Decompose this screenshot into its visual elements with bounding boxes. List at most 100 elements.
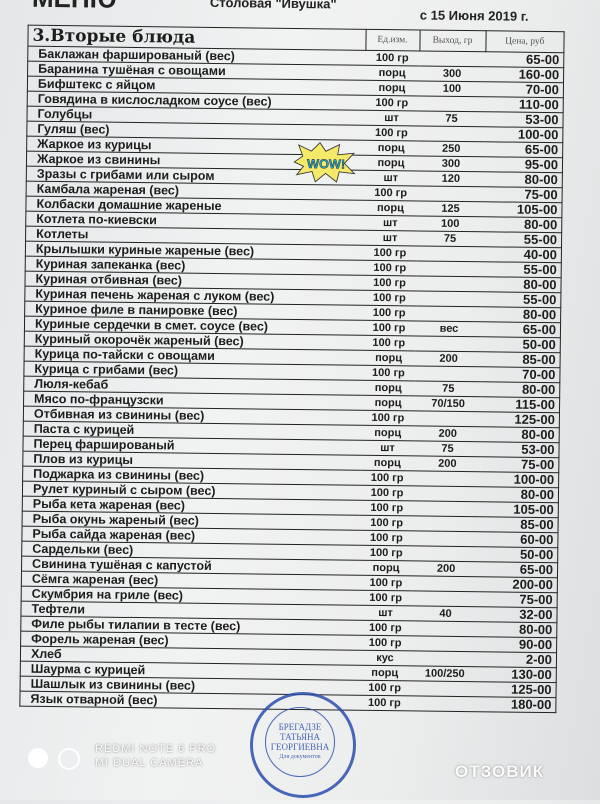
dish-yield — [415, 365, 482, 382]
dish-yield — [411, 650, 479, 667]
dish-unit: 100 гр — [362, 245, 418, 261]
dish-price: 105-00 — [479, 502, 559, 518]
dish-price: 50-00 — [479, 547, 558, 563]
dish-price: 55-00 — [482, 292, 561, 308]
dish-price: 55-00 — [482, 232, 562, 248]
dish-unit: шт — [363, 215, 418, 231]
dish-yield: 70/150 — [414, 395, 482, 412]
dish-price: 80-00 — [482, 307, 561, 323]
wow-sticker-icon: WOW! — [293, 142, 356, 183]
dish-yield: 100 — [418, 80, 486, 97]
dish-price: 55-00 — [482, 262, 562, 278]
dish-unit: 100 гр — [358, 575, 413, 591]
menu-heading: МЕНЮ — [32, 0, 117, 15]
dish-price: 65-00 — [485, 52, 564, 68]
dish-unit: 100 гр — [364, 125, 419, 141]
dish-price: 105-00 — [483, 202, 563, 218]
dish-yield — [411, 695, 478, 712]
dish-yield — [416, 245, 483, 262]
dish-price: 53-00 — [480, 442, 560, 458]
dish-price: 125-00 — [477, 682, 557, 698]
dish-unit: порц — [360, 395, 416, 411]
dish-yield — [416, 290, 483, 307]
dish-price: 75-00 — [480, 457, 559, 473]
dish-unit: 100 гр — [362, 305, 417, 321]
dish-yield: вес — [415, 320, 483, 337]
dish-price: 80-00 — [482, 277, 562, 293]
dish-unit: 100 гр — [357, 695, 412, 711]
camera-ring-icon — [58, 748, 80, 770]
dish-unit: 100 гр — [359, 485, 415, 501]
menu-table: 3.Вторые блюда Ед.изм. Выход, гр Цена, р… — [19, 25, 565, 714]
dish-yield — [412, 635, 479, 652]
dish-price: 110-00 — [484, 97, 564, 113]
dish-unit: порц — [364, 80, 420, 96]
dish-yield: 100/250 — [411, 665, 478, 682]
dish-yield — [416, 260, 483, 277]
dish-price: 70-00 — [481, 367, 561, 383]
dish-yield — [417, 185, 484, 202]
dish-unit: 100 гр — [361, 335, 416, 351]
dish-price: 90-00 — [478, 637, 557, 653]
dish-yield — [418, 95, 485, 112]
dish-price: 75-00 — [478, 592, 558, 608]
dish-price: 80-00 — [479, 487, 559, 503]
dish-price: 100-00 — [484, 127, 563, 143]
dish-unit: 100 гр — [359, 515, 414, 531]
dish-price: 65-00 — [481, 322, 561, 338]
dish-unit: кус — [357, 650, 413, 666]
column-header-price: Цена, руб — [485, 30, 565, 53]
dish-unit: 100 гр — [361, 320, 417, 336]
seal-stamp: БРЕГАДЗЕ ТАТЬЯНА ГЕОРГИЕВНА Для документ… — [250, 692, 356, 798]
dish-unit: 100 гр — [359, 545, 414, 561]
dish-yield — [414, 410, 481, 427]
dish-unit: порц — [364, 140, 419, 156]
dish-price: 80-00 — [483, 172, 563, 188]
dish-price: 180-00 — [477, 697, 556, 713]
camera-model: REDMI NOTE 6 PRO — [95, 743, 217, 755]
dish-price: 100-00 — [480, 472, 559, 488]
dish-unit: 100 гр — [362, 275, 417, 291]
wow-sticker-text: WOW! — [307, 156, 345, 171]
column-header-unit: Ед.изм. — [365, 29, 420, 51]
dish-yield: 300 — [417, 155, 485, 172]
dish-price: 60-00 — [479, 532, 559, 548]
dish-yield: 200 — [414, 455, 481, 472]
dish-unit: шт — [358, 605, 413, 621]
dish-price: 125-00 — [480, 412, 560, 428]
canteen-name: Столовая "Ивушка" — [209, 0, 337, 12]
dish-yield — [413, 530, 480, 547]
dish-yield — [415, 335, 482, 352]
site-watermark: ОТЗОВИК — [455, 762, 545, 781]
dish-unit: 100 гр — [358, 620, 413, 636]
dish-unit: 100 гр — [363, 185, 418, 201]
dish-price: 2-00 — [477, 651, 557, 668]
dish-unit: 100 гр — [362, 290, 417, 306]
dish-unit: порц — [360, 455, 415, 471]
dish-yield: 75 — [414, 440, 481, 457]
dish-unit: порц — [360, 425, 415, 441]
dish-unit: 100 гр — [358, 590, 413, 606]
column-header-yield: Выход, гр — [419, 29, 486, 52]
dish-unit: 100 гр — [359, 500, 414, 516]
dish-yield: 250 — [418, 140, 485, 157]
menu-date: с 15 Июня 2019 г. — [419, 7, 529, 24]
dish-yield — [411, 680, 478, 697]
dish-yield: 200 — [412, 560, 480, 577]
dish-yield: 100 — [417, 215, 484, 232]
dish-price: 130-00 — [477, 667, 557, 683]
stamp-line: ТАТЬЯНА — [280, 732, 320, 742]
camera-dot-icon — [28, 748, 48, 768]
dish-yield: 75 — [418, 110, 485, 127]
dish-unit: порц — [358, 560, 414, 576]
dish-unit: 100 гр — [359, 530, 414, 546]
dish-price: 95-00 — [483, 157, 563, 173]
dish-price: 32-00 — [478, 607, 558, 623]
dish-yield: 200 — [414, 425, 481, 442]
camera-label: MI DUAL CAMERA — [95, 757, 204, 769]
dish-yield — [412, 575, 479, 592]
dish-unit: шт — [360, 440, 415, 456]
dish-price: 40-00 — [482, 247, 562, 263]
dish-yield — [419, 50, 486, 67]
